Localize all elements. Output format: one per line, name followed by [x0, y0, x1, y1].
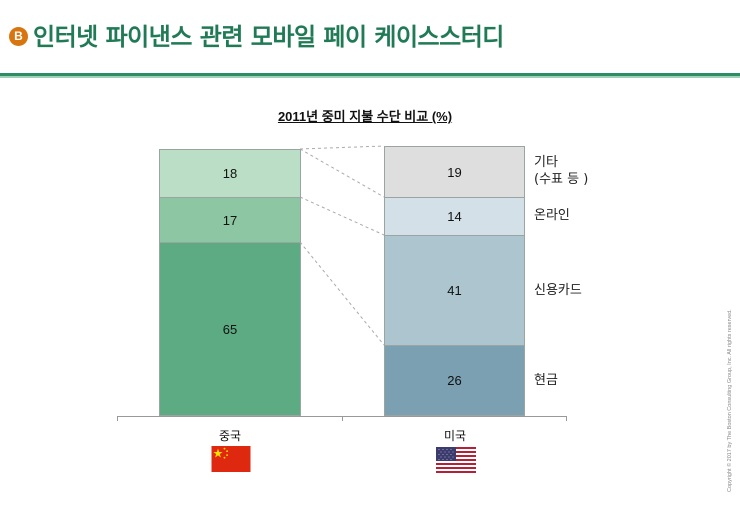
section-badge: B	[9, 27, 28, 46]
header-divider	[0, 73, 740, 76]
legend-other-line1: 기타	[534, 155, 558, 170]
axis-tick	[117, 416, 118, 421]
bar-segment-china-top: 18	[159, 149, 301, 198]
category-label-usa: 미국	[443, 429, 467, 443]
axis-tick	[566, 416, 567, 421]
bar-segment-usa-online: 14	[384, 197, 525, 236]
legend-credit: 신용카드	[534, 283, 582, 298]
header-divider-light	[0, 76, 740, 78]
china-flag-icon	[211, 446, 251, 472]
usa-flag-icon	[436, 447, 476, 473]
legend-cash: 현금	[534, 373, 558, 388]
legend-other-line2: (수표 등 )	[534, 172, 589, 187]
legend-other: 기타 (수표 등 )	[534, 154, 588, 188]
bar-segment-usa-credit: 41	[384, 235, 525, 346]
axis-tick	[342, 416, 343, 421]
legend-online: 온라인	[534, 208, 570, 223]
chart-title: 2011년 중미 지불 수단 비교 (%)	[277, 109, 453, 124]
bar-segment-china-middle: 17	[159, 197, 301, 243]
bar-segment-china-bottom: 65	[159, 242, 301, 416]
copyright-notice: Copyright © 2017 by The Boston Consultin…	[727, 309, 733, 492]
bar-segment-usa-other: 19	[384, 146, 525, 198]
page-title: 인터넷 파이낸스 관련 모바일 페이 케이스스터디	[33, 23, 504, 51]
x-axis	[117, 416, 566, 417]
category-label-china: 중국	[218, 429, 242, 443]
slide-header: B 인터넷 파이낸스 관련 모바일 페이 케이스스터디	[0, 0, 740, 80]
bar-segment-usa-cash: 26	[384, 345, 525, 416]
